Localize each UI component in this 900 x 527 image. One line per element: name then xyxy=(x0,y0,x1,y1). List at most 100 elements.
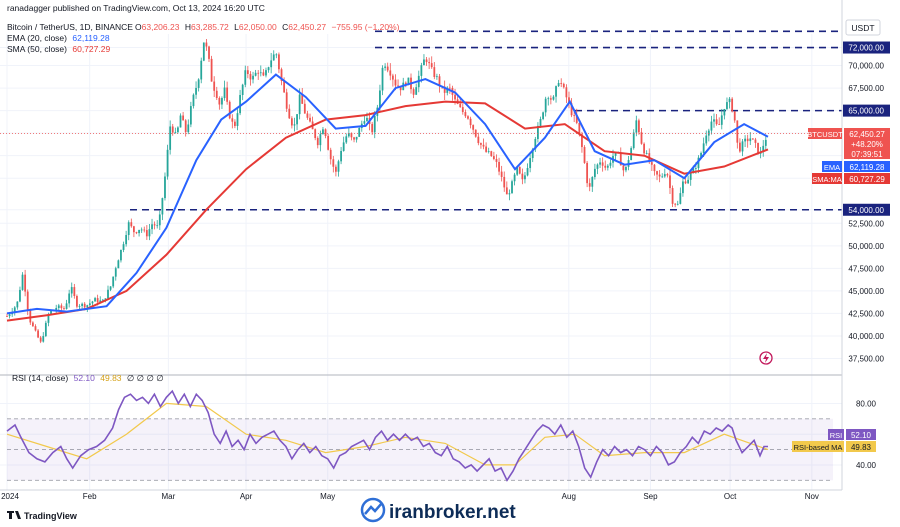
level-label-bg xyxy=(843,203,890,216)
candle-body xyxy=(195,87,197,95)
badge-rsi-label: RSI xyxy=(830,431,843,440)
candle-body xyxy=(653,164,656,172)
candle-body xyxy=(327,136,330,150)
candle-body xyxy=(78,305,81,307)
price-tick-label: 37,500.00 xyxy=(848,354,884,363)
candle-body xyxy=(529,158,532,169)
badge-rsima-label: RSI-based MA xyxy=(794,443,843,452)
candle-body xyxy=(614,152,617,156)
rsi-line[interactable] xyxy=(6,389,768,482)
sma-legend[interactable]: SMA (50, close) 60,727.29 xyxy=(7,44,110,54)
candle-body xyxy=(459,103,462,108)
candle-body xyxy=(76,296,78,307)
ohlc-high: 63,285.72 xyxy=(191,22,229,32)
candle-body xyxy=(534,139,537,150)
candle-body xyxy=(301,94,304,104)
ohlc-c-label: C xyxy=(282,22,288,32)
candle-body xyxy=(586,162,589,184)
lightning-icon[interactable] xyxy=(759,351,773,365)
candle-body xyxy=(187,124,190,133)
candle-body xyxy=(663,174,666,177)
candle-body xyxy=(205,42,208,47)
candle-body xyxy=(239,95,241,114)
candle-body xyxy=(650,162,653,165)
price-tick-label: 54,000.00 xyxy=(848,206,884,215)
candle-body xyxy=(34,326,37,331)
candle-body xyxy=(70,287,73,294)
candle-body xyxy=(125,235,128,245)
candle-body xyxy=(731,98,734,112)
badge-rsi-label-bg xyxy=(828,429,844,440)
candle-body xyxy=(687,179,690,184)
candle-body xyxy=(412,89,415,95)
candle-body xyxy=(420,65,423,76)
badge-sma-label-bg xyxy=(812,173,842,184)
price-tick-label: 52,500.00 xyxy=(848,219,884,228)
candle-body xyxy=(560,83,563,84)
candle-body xyxy=(599,162,601,165)
badge-rsi-bg xyxy=(846,429,876,440)
candle-body xyxy=(101,299,104,301)
candle-body xyxy=(565,87,568,98)
time-axis[interactable]: 2024 Feb Mar Apr May Aug Sep Oct Nov xyxy=(1,492,819,501)
candle-body xyxy=(415,87,418,95)
candle-body xyxy=(689,173,692,180)
candle-body xyxy=(366,117,368,122)
candle-body xyxy=(746,138,749,142)
candle-body xyxy=(319,134,322,146)
candle-body xyxy=(570,103,573,116)
symbol-title[interactable]: Bitcoin / TetherUS, 1D, BINANCE xyxy=(7,22,133,32)
sma50-line[interactable] xyxy=(6,100,769,322)
candle-body xyxy=(332,159,335,167)
candle-body xyxy=(60,305,63,309)
candle-body xyxy=(596,164,599,169)
rsi-badge: RSI 52.10 xyxy=(828,429,876,440)
badge-ema-label: EMA xyxy=(824,163,840,172)
tradingview-logo[interactable]: TradingView xyxy=(7,511,78,521)
ohlc-close: 62,450.27 xyxy=(288,22,326,32)
badge-ema-bg xyxy=(844,161,890,172)
price-tick-label: 42,500.00 xyxy=(848,309,884,318)
candle-body xyxy=(581,134,583,148)
candle-body xyxy=(290,118,293,126)
grid xyxy=(0,34,842,490)
level-label-bg xyxy=(843,41,890,54)
candle-body xyxy=(249,73,252,80)
candle-body xyxy=(495,159,498,162)
ohlc-h-label: H xyxy=(185,22,191,32)
published-line: ranadagger published on TradingView.com,… xyxy=(7,3,265,13)
candle-body xyxy=(202,42,205,61)
ema20-line[interactable] xyxy=(6,73,769,315)
rsi-legend[interactable]: RSI (14, close) 52.10 49.83 ∅ ∅ ∅ ∅ xyxy=(12,373,164,383)
badge-rsi-value: 52.10 xyxy=(851,431,872,440)
ema-legend[interactable]: EMA (20, close) 62,119.28 xyxy=(7,33,110,43)
sma-legend-value: 60,727.29 xyxy=(72,44,110,54)
candle-body xyxy=(140,229,143,231)
candle-body xyxy=(371,123,374,133)
price-tick-label: 50,000.00 xyxy=(848,242,884,251)
candle-body xyxy=(547,98,550,100)
candle-body xyxy=(213,81,216,91)
candle-body xyxy=(739,142,741,152)
ohlc-open: 63,206.23 xyxy=(142,22,180,32)
candle-body xyxy=(337,161,340,172)
candle-body xyxy=(692,168,695,174)
candle-body xyxy=(754,139,757,143)
candle-body xyxy=(661,176,664,178)
candle-body xyxy=(231,118,234,122)
candle-body xyxy=(720,115,723,125)
currency-button[interactable] xyxy=(845,19,881,36)
candle-body xyxy=(298,94,301,115)
candle-body xyxy=(583,147,586,163)
candle-body xyxy=(316,138,319,146)
candle-body xyxy=(19,289,21,302)
candle-body xyxy=(228,101,231,119)
candle-body xyxy=(73,287,76,297)
candle-body xyxy=(407,77,410,86)
candles xyxy=(6,38,767,344)
candle-body xyxy=(132,226,135,233)
ema-legend-value: 62,119.28 xyxy=(72,33,109,43)
ema-badge: EMA 62,119.28 xyxy=(822,161,890,172)
